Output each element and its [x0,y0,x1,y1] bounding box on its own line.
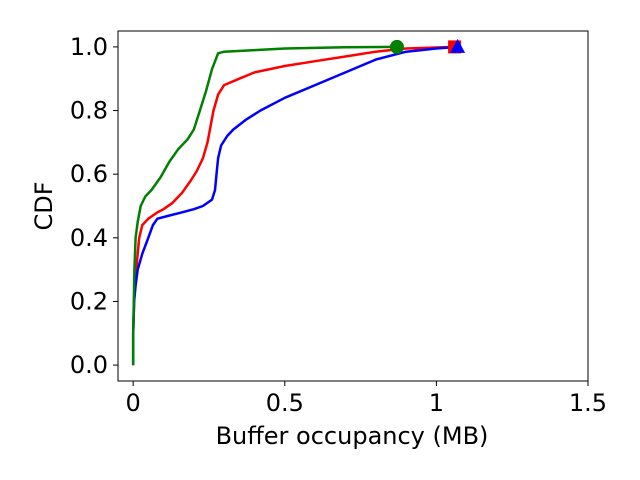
series-line-0 [131,45,455,366]
series-line-1 [131,45,458,366]
x-tick-label: 1.5 [569,389,607,417]
y-axis-ticks: 0.0 0.2 0.4 0.6 0.8 1.0 [70,33,118,379]
series-lines [131,45,458,366]
series-end-marker-2 [389,39,404,54]
series-end-markers [389,38,466,54]
series-end-marker-1 [450,38,466,53]
y-axis-label: CDF [30,181,58,230]
y-tick-label: 0.8 [70,97,108,125]
series-line-2 [131,45,398,366]
y-tick-label: 1.0 [70,33,108,61]
x-tick-label: 0 [126,389,141,417]
x-tick-label: 0.5 [266,389,304,417]
y-tick-label: 0.0 [70,351,108,379]
y-tick-label: 0.2 [70,287,108,315]
y-tick-label: 0.6 [70,160,108,188]
plot-area-frame [117,30,589,382]
x-tick-label: 1 [429,389,444,417]
x-axis-ticks: 0 0.5 1 1.5 [126,381,607,417]
y-tick-label: 0.4 [70,224,108,252]
x-axis-label: Buffer occupancy (MB) [216,422,489,450]
